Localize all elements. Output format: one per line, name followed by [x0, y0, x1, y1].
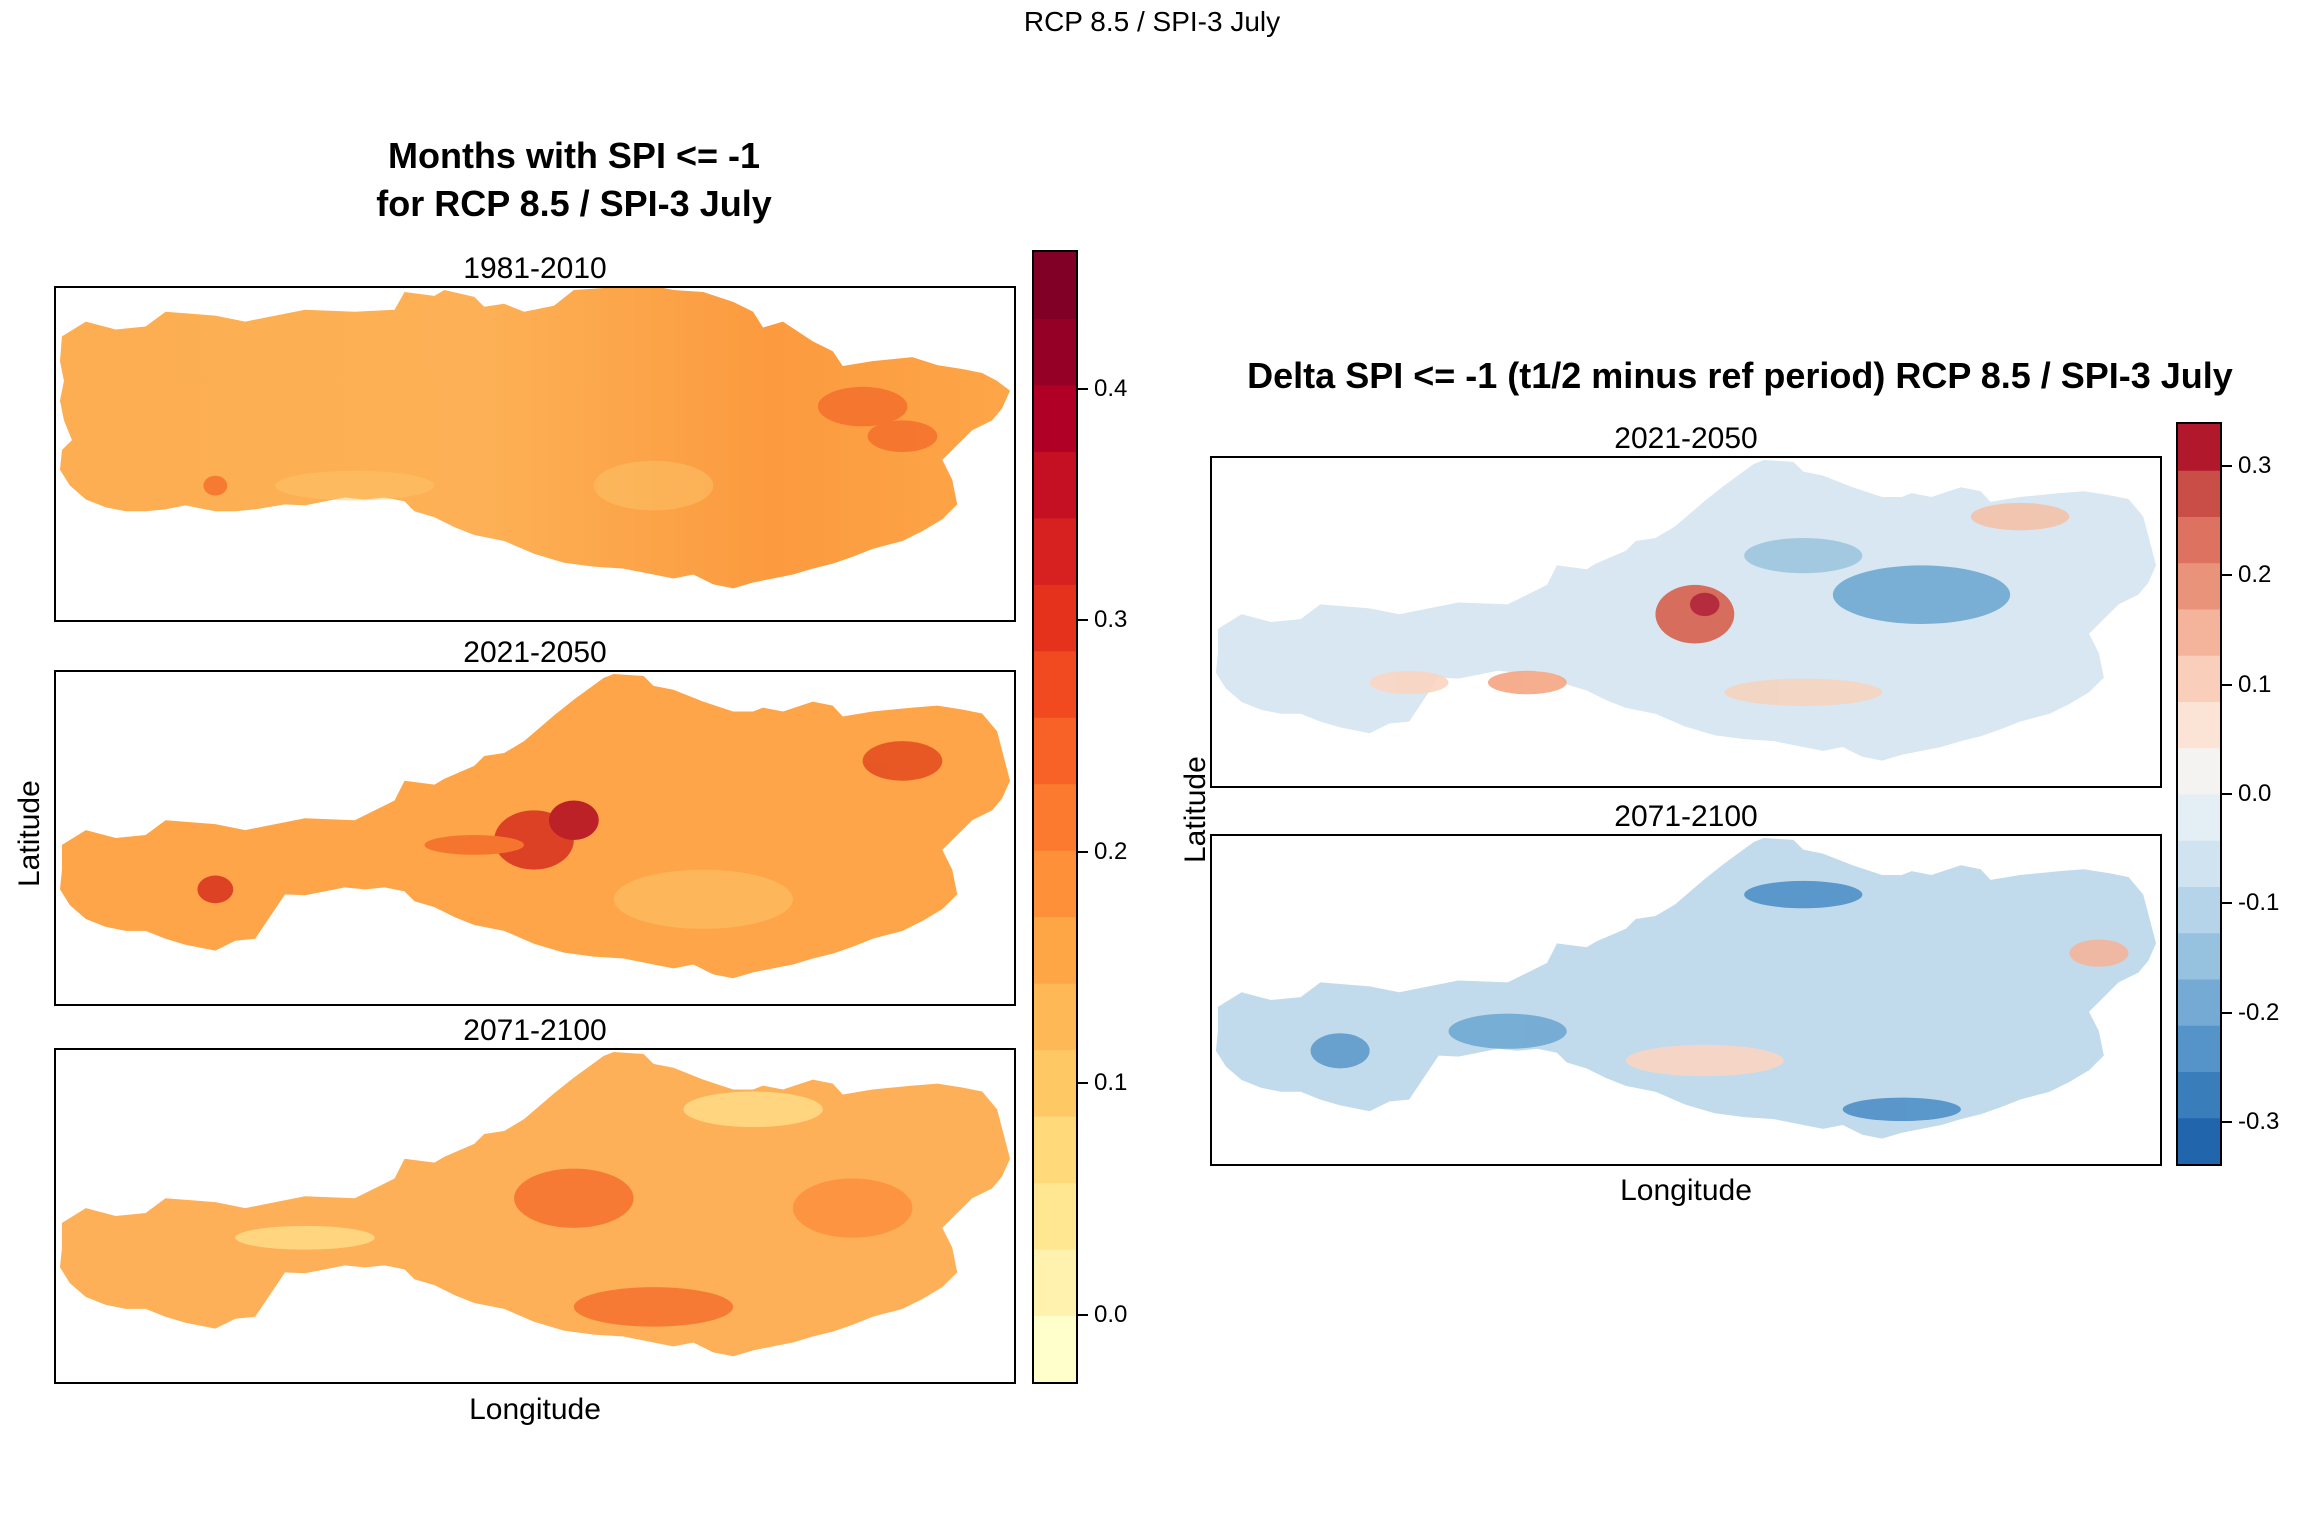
austria-map-1981-2010 — [59, 288, 1011, 589]
right-map-panel-1 — [1210, 456, 2162, 788]
right-plot-title: Delta SPI <= -1 (t1/2 minus ref period) … — [1247, 355, 2233, 396]
right-colorbar-tick-label: 0.3 — [2238, 451, 2272, 479]
left-colorbar-segment — [1034, 252, 1076, 319]
left-colorbar-segment — [1034, 1249, 1076, 1317]
left-panel-1-label: 1981-2010 — [463, 252, 607, 285]
right-colorbar-segment — [2178, 794, 2220, 841]
left-colorbar-segment — [1034, 783, 1076, 851]
left-map-panel-2 — [54, 670, 1016, 1006]
right-xlabel: Longitude — [1620, 1174, 1752, 1207]
left-colorbar-segment — [1034, 717, 1076, 785]
left-colorbar-segment — [1034, 318, 1076, 386]
left-colorbar-segment — [1034, 517, 1076, 585]
right-colorbar-segment — [2178, 979, 2220, 1026]
right-colorbar-segment — [2178, 886, 2220, 934]
left-colorbar-tickmark — [1078, 1313, 1088, 1316]
left-colorbar — [1032, 250, 1078, 1384]
right-colorbar — [2176, 422, 2222, 1166]
right-ylabel: Latitude — [1179, 756, 1212, 863]
left-colorbar-segment — [1034, 1315, 1076, 1382]
right-panel-2-label: 2071-2100 — [1614, 800, 1758, 833]
right-colorbar-tickmark — [2222, 683, 2232, 686]
left-colorbar-tickmark — [1078, 619, 1088, 622]
left-map-panel-1 — [54, 286, 1016, 622]
left-colorbar-tickmark — [1078, 850, 1088, 853]
right-colorbar-tick-label: 0.0 — [2238, 780, 2272, 807]
left-colorbar-segment — [1034, 650, 1076, 718]
right-colorbar-segment — [2178, 424, 2220, 471]
right-colorbar-segment — [2178, 1025, 2220, 1072]
left-colorbar-segment — [1034, 584, 1076, 652]
right-colorbar-tickmark — [2222, 1011, 2232, 1014]
right-colorbar-segment — [2178, 655, 2220, 702]
right-map-panel-2 — [1210, 834, 2162, 1166]
right-colorbar-tick-label: -0.2 — [2238, 998, 2280, 1026]
left-panel-2-label: 2021-2050 — [463, 636, 607, 669]
left-colorbar-tick-label: 0.3 — [1094, 606, 1128, 634]
right-colorbar-segment — [2178, 562, 2220, 610]
right-colorbar-tickmark — [2222, 464, 2232, 467]
right-colorbar-tick-label: -0.1 — [2238, 889, 2280, 917]
left-colorbar-tickmark — [1078, 1082, 1088, 1085]
left-colorbar-tick-label: 0.0 — [1094, 1300, 1128, 1328]
left-title-line1: Months with SPI <= -1 — [387, 135, 761, 176]
left-colorbar-segment — [1034, 916, 1076, 984]
right-panel-1-label: 2021-2050 — [1614, 422, 1758, 455]
left-map-panel-3 — [54, 1048, 1016, 1384]
left-xlabel: Longitude — [469, 1393, 601, 1426]
right-colorbar-tick-label: 0.1 — [2238, 670, 2272, 698]
left-colorbar-segment — [1034, 1182, 1076, 1250]
figure-suptitle: RCP 8.5 / SPI-3 July — [1023, 6, 1281, 37]
right-colorbar-segment — [2178, 1117, 2220, 1164]
left-colorbar-tickmark — [1078, 387, 1088, 390]
left-plot-title: Months with SPI <= -1 for RCP 8.5 / SPI-… — [54, 132, 1094, 228]
right-colorbar-tickmark — [2222, 574, 2232, 577]
right-colorbar-tick-label: 0.2 — [2238, 561, 2272, 589]
left-colorbar-segment — [1034, 384, 1076, 452]
left-title-line2: for RCP 8.5 / SPI-3 July — [376, 183, 772, 224]
austria-map-2021-2050 — [59, 673, 1011, 979]
left-colorbar-gradient — [1034, 252, 1076, 1382]
left-colorbar-tick-label: 0.2 — [1094, 837, 1128, 865]
left-panel-3-label: 2071-2100 — [463, 1014, 607, 1047]
right-colorbar-tickmark — [2222, 1121, 2232, 1124]
left-colorbar-segment — [1034, 1116, 1076, 1184]
right-colorbar-segment — [2178, 840, 2220, 887]
austria-map-2071-2100 — [59, 1051, 1011, 1357]
right-colorbar-tickmark — [2222, 793, 2232, 795]
right-colorbar-tick-label: -0.3 — [2238, 1108, 2280, 1136]
left-colorbar-tick-label: 0.4 — [1094, 374, 1128, 402]
right-colorbar-segment — [2178, 516, 2220, 564]
right-colorbar-segment — [2178, 932, 2220, 980]
left-colorbar-segment — [1034, 983, 1076, 1051]
left-colorbar-segment — [1034, 850, 1076, 918]
austria-shape — [59, 288, 1011, 589]
right-colorbar-segment — [2178, 470, 2220, 517]
left-ylabel: Latitude — [13, 780, 46, 887]
right-colorbar-gradient — [2178, 424, 2220, 1164]
right-colorbar-segment — [2178, 1071, 2220, 1119]
right-colorbar-segment — [2178, 701, 2220, 749]
left-colorbar-segment — [1034, 1049, 1076, 1117]
left-colorbar-tick-label: 0.1 — [1094, 1069, 1128, 1097]
austria-delta-map-2071-2100 — [1215, 837, 2157, 1139]
right-colorbar-tickmark — [2222, 902, 2232, 905]
left-colorbar-segment — [1034, 451, 1076, 519]
right-colorbar-segment — [2178, 609, 2220, 656]
right-colorbar-segment — [2178, 747, 2220, 795]
austria-delta-map-2021-2050 — [1215, 459, 2157, 761]
hotspots — [203, 386, 938, 511]
